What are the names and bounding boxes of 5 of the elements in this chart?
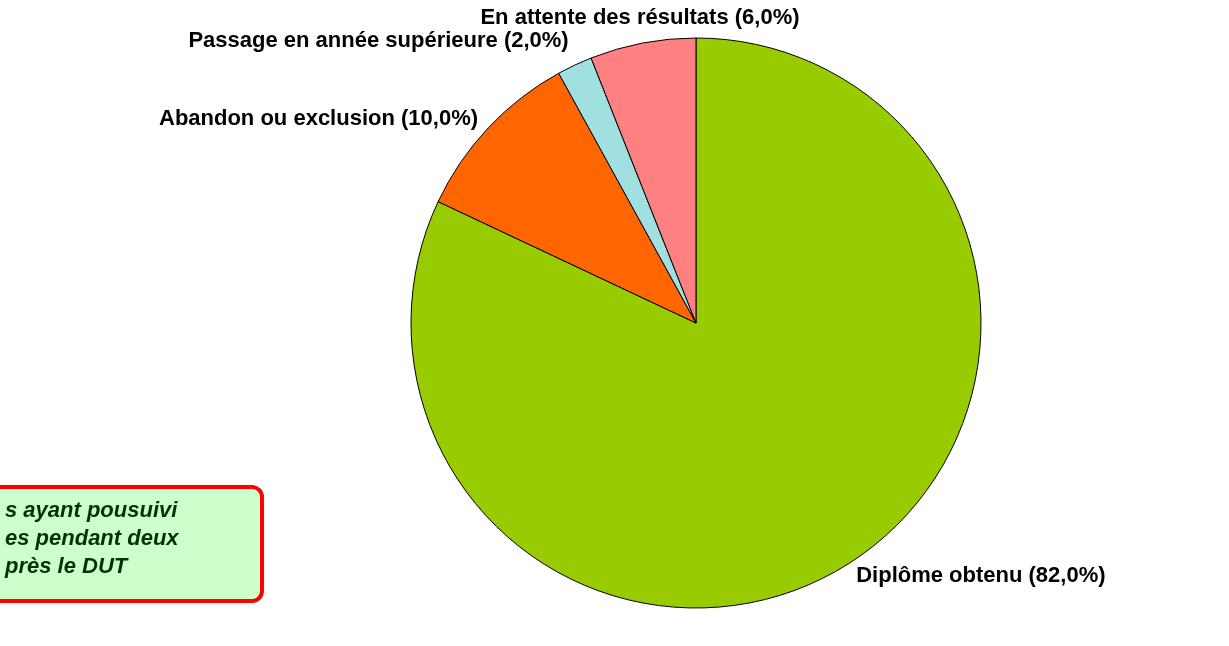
slice-label: En attente des résultats (6,0%) <box>480 4 800 30</box>
slice-label: Diplôme obtenu (82,0%) <box>856 562 1106 588</box>
slice-label: Abandon ou exclusion (10,0%) <box>158 105 479 131</box>
slice-label: Passage en année supérieure (2,0%) <box>188 27 569 53</box>
text: s ayant pousuivi es pendant deux près le DUT <box>4 497 180 578</box>
